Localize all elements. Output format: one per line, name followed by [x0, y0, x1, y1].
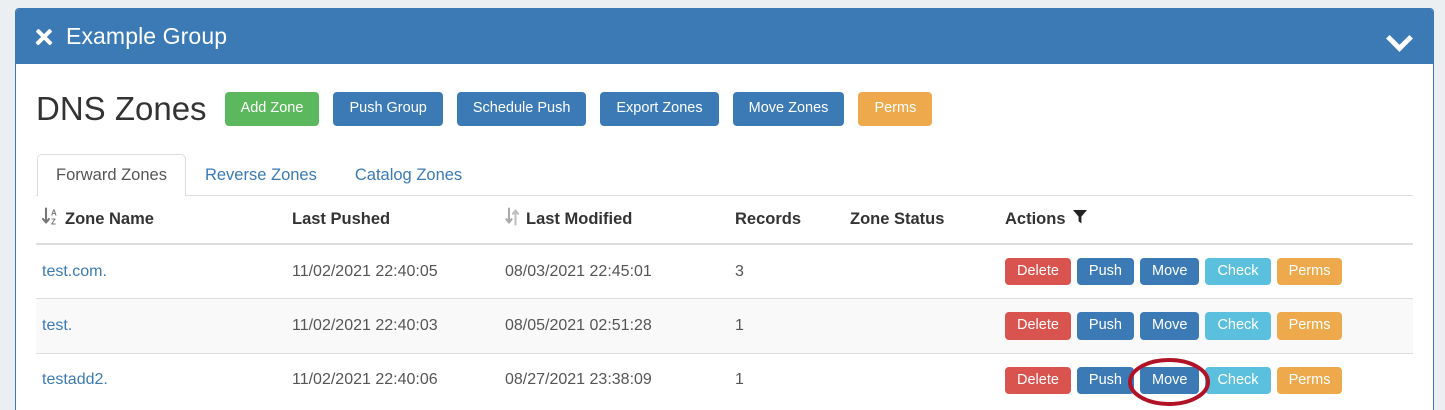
column-header-actions-label: Actions	[1005, 209, 1066, 228]
cell-records: 3	[729, 243, 844, 299]
cell-zone-status	[844, 298, 999, 354]
example-group-panel: Example Group DNS Zones Add Zone Push Gr…	[15, 8, 1434, 410]
cell-zone-status	[844, 352, 999, 408]
row-check-button[interactable]: Check	[1205, 312, 1271, 340]
times-icon[interactable]	[34, 27, 54, 47]
row-delete-button[interactable]: Delete	[1005, 258, 1071, 286]
column-header-actions[interactable]: Actions	[999, 196, 1413, 245]
row-delete-button[interactable]: Delete	[1005, 312, 1071, 340]
export-zones-button[interactable]: Export Zones	[600, 92, 719, 126]
cell-last-pushed: 11/02/2021 22:40:03	[286, 298, 499, 354]
column-header-last-modified-label: Last Modified	[526, 209, 633, 228]
row-move-button[interactable]: Move	[1139, 258, 1200, 286]
add-zone-button[interactable]: Add Zone	[224, 92, 320, 126]
cell-last-pushed: 11/02/2021 22:40:06	[286, 352, 499, 408]
panel-body: DNS Zones Add Zone Push Group Schedule P…	[16, 64, 1433, 408]
row-perms-button[interactable]: Perms	[1276, 258, 1343, 286]
cell-last-modified: 08/03/2021 22:45:01	[499, 243, 729, 299]
cell-last-pushed: 11/02/2021 22:40:05	[286, 243, 499, 299]
tab-reverse-zones[interactable]: Reverse Zones	[204, 166, 317, 185]
schedule-push-button[interactable]: Schedule Push	[456, 92, 587, 126]
table-row: testadd2. 11/02/2021 22:40:06 08/27/2021…	[36, 352, 1413, 408]
sort-alpha-down-icon: A Z	[41, 207, 59, 231]
move-zones-button[interactable]: Move Zones	[732, 92, 845, 126]
chevron-down-icon[interactable]	[1387, 29, 1411, 45]
column-header-zone-name[interactable]: A Z Zone Name	[36, 196, 286, 245]
row-check-button[interactable]: Check	[1205, 366, 1271, 395]
svg-text:A: A	[51, 209, 57, 218]
cell-actions: Delete Push Move Check Perms	[999, 298, 1413, 354]
cell-zone-name: testadd2.	[36, 352, 286, 408]
column-header-last-pushed-label: Last Pushed	[292, 209, 391, 228]
column-header-zone-status[interactable]: Zone Status	[844, 196, 999, 245]
row-push-button[interactable]: Push	[1076, 258, 1134, 286]
table-row: test.com. 11/02/2021 22:40:05 08/03/2021…	[36, 243, 1413, 299]
column-header-last-pushed[interactable]: Last Pushed	[286, 196, 499, 245]
panel-title-label: Example Group	[66, 23, 228, 49]
row-perms-button[interactable]: Perms	[1276, 312, 1343, 340]
zones-table-head: A Z Zone Name Last Pushed	[36, 196, 1413, 245]
cell-records: 1	[729, 352, 844, 408]
cell-zone-name: test.com.	[36, 243, 286, 299]
cell-actions: Delete Push Move Check Perms	[999, 352, 1413, 408]
column-header-records[interactable]: Records	[729, 196, 844, 245]
zone-link[interactable]: testadd2.	[42, 371, 108, 389]
zones-table: A Z Zone Name Last Pushed	[36, 196, 1413, 408]
cell-zone-name: test.	[36, 298, 286, 354]
panel-heading: Example Group	[16, 9, 1433, 64]
zone-link[interactable]: test.	[42, 317, 73, 335]
filter-icon[interactable]	[1072, 208, 1088, 230]
cell-last-modified: 08/05/2021 02:51:28	[499, 298, 729, 354]
tab-catalog-zones[interactable]: Catalog Zones	[354, 166, 463, 185]
row-move-button[interactable]: Move	[1139, 366, 1200, 395]
column-header-zone-name-label: Zone Name	[65, 209, 154, 228]
sort-updown-icon	[505, 207, 520, 231]
zones-table-body: test.com. 11/02/2021 22:40:05 08/03/2021…	[36, 243, 1413, 408]
row-check-button[interactable]: Check	[1205, 258, 1271, 286]
row-push-button[interactable]: Push	[1076, 366, 1134, 395]
panel-title: Example Group	[34, 23, 227, 50]
title-toolbar-row: DNS Zones Add Zone Push Group Schedule P…	[36, 82, 1413, 136]
row-delete-button[interactable]: Delete	[1005, 366, 1071, 395]
cell-actions: Delete Push Move Check Perms	[999, 243, 1413, 299]
row-perms-button[interactable]: Perms	[1276, 366, 1343, 395]
row-move-button[interactable]: Move	[1139, 312, 1200, 340]
zone-link[interactable]: test.com.	[42, 262, 107, 280]
column-header-last-modified[interactable]: Last Modified	[499, 196, 729, 245]
zone-type-tabs: Forward Zones Reverse Zones Catalog Zone…	[36, 154, 1413, 196]
table-header-row: A Z Zone Name Last Pushed	[36, 196, 1413, 245]
cell-records: 1	[729, 298, 844, 354]
tab-forward-zones[interactable]: Forward Zones	[37, 154, 186, 196]
cell-zone-status	[844, 243, 999, 299]
cell-last-modified: 08/27/2021 23:38:09	[499, 352, 729, 408]
svg-text:Z: Z	[51, 218, 56, 227]
table-row: test. 11/02/2021 22:40:03 08/05/2021 02:…	[36, 298, 1413, 354]
column-header-zone-status-label: Zone Status	[850, 209, 945, 228]
perms-button[interactable]: Perms	[858, 92, 933, 126]
page-title: DNS Zones	[36, 90, 207, 127]
row-push-button[interactable]: Push	[1076, 312, 1134, 340]
push-group-button[interactable]: Push Group	[333, 92, 443, 126]
column-header-records-label: Records	[735, 209, 802, 228]
